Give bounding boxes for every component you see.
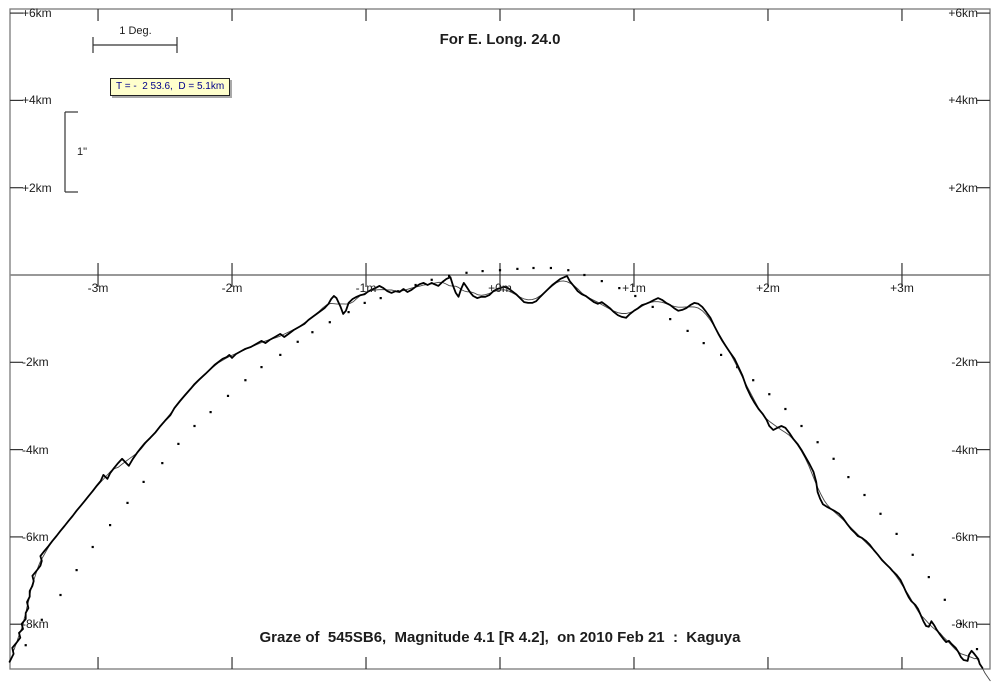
x-tick-label: -3m bbox=[87, 281, 109, 295]
y-tick-label-right: -4km bbox=[951, 443, 978, 457]
x-tick-label: +3m bbox=[890, 281, 914, 295]
y-tick-label-right: +4km bbox=[948, 93, 978, 107]
y-tick-label-left: -4km bbox=[22, 443, 49, 457]
smoothed-limb-line bbox=[12, 280, 991, 682]
x-tick-label: +1m bbox=[622, 281, 646, 295]
y-tick-label-left: -8km bbox=[22, 617, 49, 631]
y-tick-label-left: -6km bbox=[22, 530, 49, 544]
y-tick-label-left: +2km bbox=[22, 181, 52, 195]
kaguya-profile-line bbox=[8, 275, 984, 669]
chart-title: For E. Long. 24.0 bbox=[439, 31, 561, 48]
y-tick-label-right: -6km bbox=[951, 530, 978, 544]
degree-scale-label: 1 Deg. bbox=[119, 25, 152, 37]
plot-border bbox=[9, 8, 991, 670]
y-tick-label-right: -8km bbox=[951, 617, 978, 631]
y-tick-label-right: +6km bbox=[948, 6, 978, 20]
y-tick-label-left: +4km bbox=[22, 93, 52, 107]
y-tick-label-right: -2km bbox=[951, 355, 978, 369]
mean-limb-dots bbox=[24, 266, 979, 651]
time-depth-info-box: T = - 2 53.6, D = 5.1km bbox=[110, 78, 231, 96]
x-tick-label: +0m bbox=[488, 281, 512, 295]
y-tick-label-left: +6km bbox=[22, 6, 52, 20]
x-tick-label: -1m bbox=[355, 281, 377, 295]
arcsecond-scale-label: 1" bbox=[77, 146, 88, 158]
chart-caption: Graze of 545SB6, Magnitude 4.1 [R 4.2], … bbox=[259, 629, 741, 646]
x-tick-label: -2m bbox=[221, 281, 243, 295]
y-tick-label-left: -2km bbox=[22, 355, 49, 369]
x-tick-label: +2m bbox=[756, 281, 780, 295]
y-tick-label-right: +2km bbox=[948, 181, 978, 195]
